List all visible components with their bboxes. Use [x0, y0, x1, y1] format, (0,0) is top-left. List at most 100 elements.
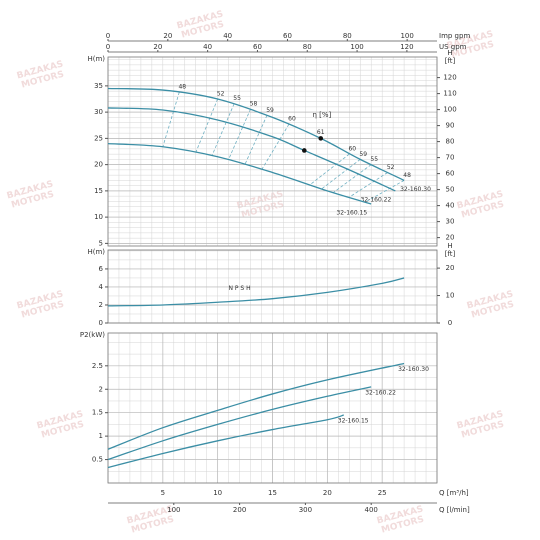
x-tick-label: 5: [161, 489, 165, 497]
y2-tick-label: 70: [446, 154, 455, 162]
top-tick-label: 80: [303, 43, 312, 51]
top-axis-label: Imp gpm: [439, 32, 470, 40]
top-axis-label: US gpm: [439, 43, 467, 51]
bottom-tick-label: 300: [299, 506, 312, 514]
y2-axis-label: [ft]: [445, 250, 456, 258]
y-tick-label: 5: [99, 239, 103, 247]
efficiency-label: 58: [250, 100, 258, 107]
x-axis-label: Q [m³/h]: [439, 489, 469, 497]
y-tick-label: 2.5: [92, 362, 103, 370]
top-tick-label: 60: [283, 32, 292, 40]
y-axis-label: P2(kW): [80, 331, 105, 339]
efficiency-line: [228, 108, 251, 160]
y-tick-label: 1: [99, 432, 103, 440]
top-tick-label: 40: [203, 43, 212, 51]
efficiency-label: 48: [178, 84, 186, 91]
efficiency-line: [162, 92, 180, 147]
bottom-tick-label: 400: [365, 506, 378, 514]
y2-tick-label: 100: [443, 106, 456, 114]
top-tick-label: 40: [223, 32, 232, 40]
y-tick-label: 35: [94, 82, 103, 90]
efficiency-line: [332, 164, 372, 194]
y2-tick-label: 110: [443, 90, 456, 98]
series-label: 32-160.30: [398, 366, 429, 373]
y2-tick-label: 120: [443, 74, 456, 82]
efficiency-label: 60: [348, 146, 356, 153]
series-label: N P S H: [229, 285, 251, 292]
y2-axis-label: H: [447, 242, 452, 250]
y-tick-label: 20: [94, 161, 103, 169]
efficiency-line: [211, 103, 235, 156]
efficiency-label: 55: [370, 156, 378, 163]
efficiency-label: 48: [403, 172, 411, 179]
efficiency-label: 60: [288, 116, 296, 123]
efficiency-line: [310, 153, 350, 185]
efficiency-line: [365, 180, 405, 203]
x-tick-label: 10: [213, 489, 222, 497]
y2-tick-label: 40: [446, 202, 455, 210]
best-efficiency-point: [318, 136, 324, 141]
efficiency-line: [244, 115, 268, 165]
top-tick-label: 100: [400, 32, 413, 40]
y-tick-label: 6: [99, 265, 104, 273]
efficiency-line: [321, 159, 361, 190]
panel-frame: [107, 56, 438, 247]
y2-tick-label: 50: [446, 186, 455, 194]
efficiency-label: 52: [387, 164, 395, 171]
y2-tick-label: 60: [446, 170, 455, 178]
y2-axis-label: H: [447, 49, 452, 57]
curve: [107, 107, 396, 192]
top-tick-label: 20: [163, 32, 172, 40]
curve: [107, 87, 405, 181]
x-tick-label: 25: [378, 489, 387, 497]
series-label: 32-160.30: [400, 186, 431, 193]
top-tick-label: 80: [343, 32, 352, 40]
bottom-axis-label: Q [l/min]: [439, 506, 470, 514]
y2-tick-label: 30: [446, 218, 455, 226]
y-tick-label: 2: [99, 301, 103, 309]
top-tick-label: 100: [350, 43, 363, 51]
x-tick-label: 20: [323, 489, 332, 497]
efficiency-label: 52: [217, 91, 225, 98]
efficiency-line: [261, 123, 290, 171]
y2-tick-label: 20: [446, 264, 455, 272]
best-efficiency-point: [302, 148, 307, 153]
top-tick-label: 20: [153, 43, 162, 51]
y2-tick-label: 0: [448, 319, 452, 327]
y-axis-label: H(m): [87, 55, 105, 63]
curve: [107, 414, 344, 469]
y-tick-label: 2: [99, 385, 103, 393]
series-label: 32-160.15: [336, 210, 367, 217]
y-tick-label: 0: [99, 319, 103, 327]
y-tick-label: 0.5: [92, 456, 103, 464]
series-label: 32-160.22: [361, 196, 392, 203]
bottom-tick-label: 200: [233, 506, 246, 514]
panel-frame: [107, 332, 438, 484]
best-efficiency-label: 61: [317, 129, 325, 136]
efficiency-label: 59: [266, 107, 274, 114]
y2-tick-label: 20: [446, 234, 455, 242]
series-label: 32-160.22: [365, 389, 396, 396]
y2-tick-label: 80: [446, 138, 455, 146]
curve: [107, 142, 372, 205]
efficiency-axis-label: η [%]: [312, 111, 331, 119]
top-tick-label: 120: [400, 43, 413, 51]
series-label: 32-160.15: [338, 418, 369, 425]
efficiency-line: [349, 172, 388, 198]
y-tick-label: 4: [99, 283, 104, 291]
y-tick-label: 30: [94, 108, 103, 116]
curve: [107, 277, 405, 307]
y2-tick-label: 90: [446, 122, 455, 130]
y-axis-label: H(m): [87, 248, 105, 256]
top-tick-label: 60: [253, 43, 262, 51]
y2-axis-label: [ft]: [445, 57, 456, 65]
curve: [107, 386, 372, 461]
y-tick-label: 15: [94, 187, 103, 195]
top-tick-label: 0: [106, 43, 110, 51]
y-tick-label: 25: [94, 134, 103, 142]
x-tick-label: 15: [268, 489, 277, 497]
y-tick-label: 1.5: [92, 409, 103, 417]
efficiency-label: 55: [233, 95, 241, 102]
efficiency-label: 59: [359, 151, 367, 158]
